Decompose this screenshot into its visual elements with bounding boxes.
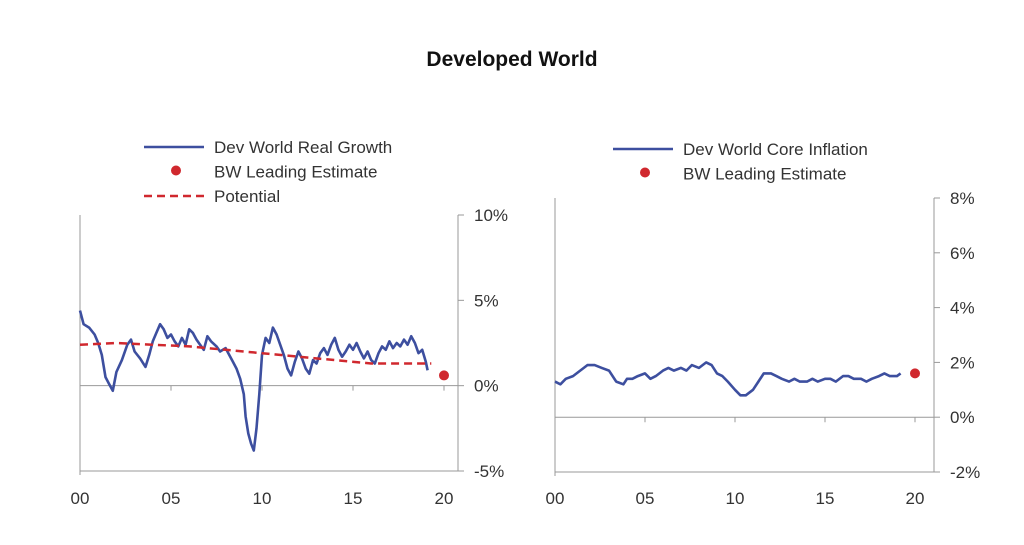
x-tick-label: 00 [71, 489, 90, 508]
series-line [78, 310, 429, 452]
x-tick-label: 10 [726, 489, 745, 508]
y-tick-label: 10% [474, 206, 508, 225]
legend-entry: BW Leading Estimate [171, 163, 377, 182]
y-tick-label: -5% [474, 462, 504, 481]
legend-point-marker [640, 167, 650, 178]
legend-label: Dev World Real Growth [214, 138, 392, 157]
x-tick-label: 05 [162, 489, 181, 508]
legend-entry: Potential [144, 187, 280, 206]
leading-estimate-point [439, 370, 449, 381]
potential-dashed-line [79, 341, 432, 365]
y-tick-label: 5% [474, 291, 499, 310]
y-tick-label: 2% [950, 353, 975, 372]
x-tick-label: 20 [906, 489, 925, 508]
chart-panel-1: 10% 5% 0% -5% 00 05 10 15 20 Dev World Real Growt… [71, 138, 508, 508]
y-tick-label: 4% [950, 299, 975, 318]
x-tick-label: 15 [344, 489, 363, 508]
legend-point-marker [171, 165, 181, 176]
x-tick-label: 15 [816, 489, 835, 508]
y-tick-label: 0% [950, 408, 975, 427]
x-tick-label: 00 [546, 489, 565, 508]
y-tick-label: 8% [950, 189, 975, 208]
leading-estimate-point [910, 368, 920, 379]
y-tick-label: 0% [474, 377, 499, 396]
series-line [554, 361, 902, 397]
x-tick-label: 05 [636, 489, 655, 508]
legend-entry: Dev World Core Inflation [613, 140, 868, 159]
legend-label: Dev World Core Inflation [683, 140, 868, 159]
y-tick-label: -2% [950, 463, 980, 482]
page-title: Developed World [426, 48, 598, 71]
x-tick-label: 10 [253, 489, 272, 508]
x-tick-label: 20 [435, 489, 454, 508]
chart-panel-2: 8% 6% 4% 2% 0% -2% 00 05 10 15 20 Dev World Core In… [546, 140, 981, 508]
legend-label: Potential [214, 187, 280, 206]
legend-entry: BW Leading Estimate [640, 165, 846, 184]
legend-label: BW Leading Estimate [214, 163, 377, 182]
legend-entry: Dev World Real Growth [144, 138, 392, 157]
legend-label: BW Leading Estimate [683, 165, 846, 184]
y-tick-label: 6% [950, 244, 975, 263]
